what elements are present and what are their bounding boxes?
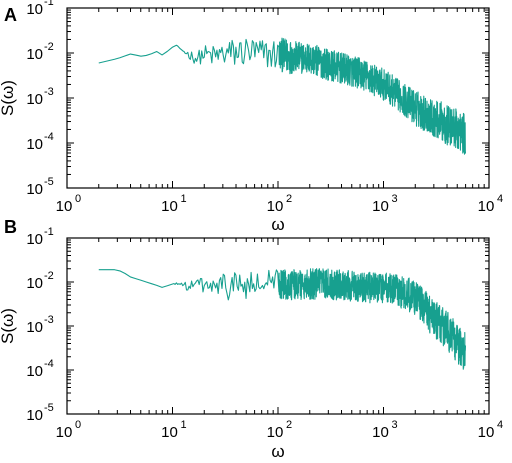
y-tick-exponent: -2 xyxy=(44,270,54,282)
x-axis-label-a: ω xyxy=(271,215,284,234)
ticks-b: 10 0 10 1 10 2 10 3 10 410 -510 -410 -310 -210 -1 xyxy=(26,226,503,441)
y-tick-exponent: -4 xyxy=(44,131,54,143)
panel-label-a: A xyxy=(4,5,17,25)
x-tick-exponent: 3 xyxy=(392,193,398,205)
x-tick-label: 10 xyxy=(267,424,284,441)
y-tick-exponent: -3 xyxy=(44,314,54,326)
y-tick-exponent: -4 xyxy=(44,358,54,370)
y-tick-label: 10 xyxy=(26,231,43,248)
plot-frame-b xyxy=(66,237,490,415)
x-tick-label: 10 xyxy=(161,424,178,441)
y-tick-label: 10 xyxy=(26,319,43,336)
x-tick-label: 10 xyxy=(372,198,389,215)
x-tick-label: 10 xyxy=(372,424,389,441)
y-tick-exponent: -5 xyxy=(44,402,54,414)
y-tick-label: 10 xyxy=(26,1,43,18)
y-tick-exponent: -5 xyxy=(44,176,54,188)
panel-a: A 10 0 10 1 10 2 10 3 10 410 -510 -410 -310 -210 -1 ω … xyxy=(0,0,503,234)
x-axis-label-b: ω xyxy=(271,442,284,461)
y-tick-exponent: -1 xyxy=(44,226,54,238)
y-tick-label: 10 xyxy=(26,91,43,108)
y-tick-exponent: -2 xyxy=(44,41,54,53)
panel-b: B 10 0 10 1 10 2 10 3 10 410 -510 -410 -310 -210 -1 ω … xyxy=(0,217,503,461)
x-tick-label: 10 xyxy=(161,198,178,215)
x-tick-label: 10 xyxy=(478,198,495,215)
panel-label-b: B xyxy=(4,217,17,237)
x-tick-exponent: 2 xyxy=(286,419,292,431)
x-tick-label: 10 xyxy=(478,424,495,441)
x-tick-exponent: 1 xyxy=(181,419,187,431)
y-tick-label: 10 xyxy=(26,46,43,63)
x-tick-exponent: 1 xyxy=(181,193,187,205)
spectrum-series-line xyxy=(98,37,467,155)
x-tick-exponent: 4 xyxy=(497,193,503,205)
ticks-a: 10 0 10 1 10 2 10 3 10 410 -510 -410 -310 -210 -1 xyxy=(26,0,503,215)
y-axis-label-a: S(ω) xyxy=(0,80,17,116)
series-layer-a xyxy=(98,37,467,155)
x-tick-exponent: 4 xyxy=(497,419,503,431)
y-tick-label: 10 xyxy=(26,363,43,380)
spectrum-series-line xyxy=(98,268,467,370)
y-tick-label: 10 xyxy=(26,181,43,198)
y-tick-exponent: -3 xyxy=(44,86,54,98)
x-tick-exponent: 0 xyxy=(75,193,81,205)
y-tick-label: 10 xyxy=(26,275,43,292)
x-tick-label: 10 xyxy=(56,198,73,215)
x-tick-label: 10 xyxy=(267,198,284,215)
y-tick-label: 10 xyxy=(26,407,43,424)
y-tick-label: 10 xyxy=(26,136,43,153)
series-layer-b xyxy=(98,268,467,370)
x-tick-exponent: 3 xyxy=(392,419,398,431)
y-axis-label-b: S(ω) xyxy=(0,308,17,344)
y-tick-exponent: -1 xyxy=(44,0,54,8)
x-tick-label: 10 xyxy=(56,424,73,441)
x-tick-exponent: 0 xyxy=(75,419,81,431)
x-tick-exponent: 2 xyxy=(286,193,292,205)
